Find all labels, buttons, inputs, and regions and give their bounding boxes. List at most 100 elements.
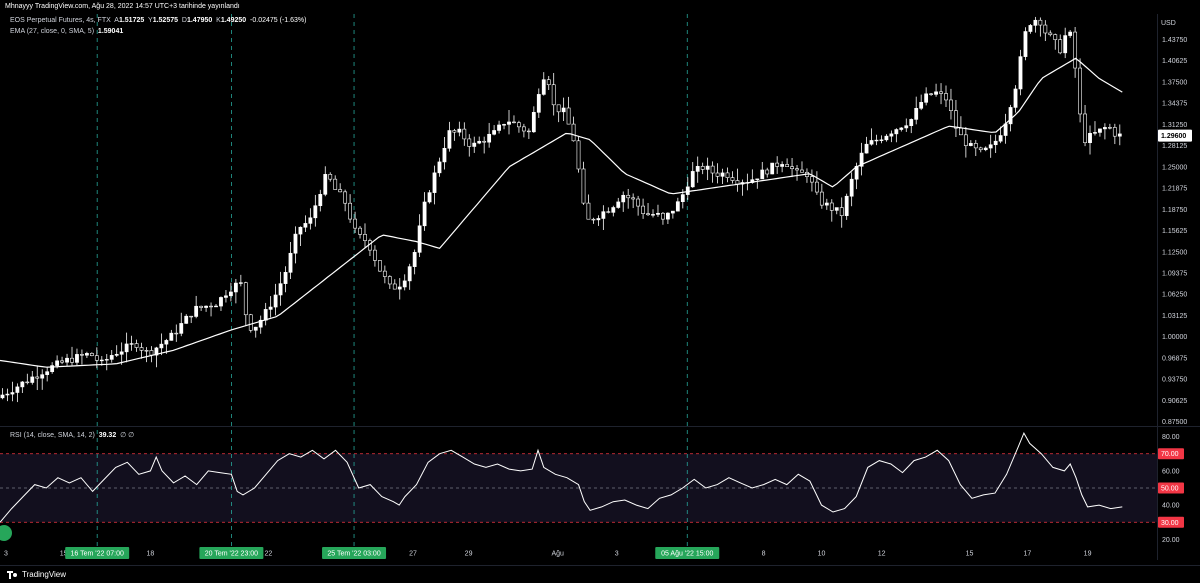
candle-body (949, 99, 953, 111)
candle-body (675, 201, 680, 212)
price-tick-label: 1.31250 (1162, 122, 1187, 129)
open-value: 1.51725 (118, 17, 145, 24)
tradingview-logo-icon[interactable] (7, 570, 18, 579)
candle-body (402, 280, 407, 288)
candle-body (467, 138, 472, 147)
candle-body (273, 294, 278, 308)
candle-body (462, 128, 467, 140)
candle-body (99, 359, 104, 362)
candle-body (293, 233, 298, 254)
price-tick-label: 1.34375 (1162, 101, 1187, 108)
candle-body (631, 197, 636, 200)
candle-body (591, 218, 596, 221)
candle-body (154, 347, 159, 356)
candle-body (1018, 56, 1023, 90)
candle-body (576, 140, 581, 170)
rsi-middle-badge (1158, 482, 1184, 494)
candle-body (606, 211, 611, 213)
candle-body (377, 260, 382, 272)
price-tick-label: 1.28125 (1162, 143, 1187, 150)
high-label: Y (148, 17, 153, 24)
candle-body (422, 201, 427, 227)
candle-body (586, 202, 591, 220)
candle-body (1073, 31, 1078, 69)
candle-body (353, 218, 357, 229)
candle-body (318, 194, 323, 207)
candle-body (988, 144, 993, 149)
candle-body (164, 340, 169, 345)
candle-body (695, 166, 700, 172)
candle-body (233, 282, 238, 293)
candle-body (636, 198, 641, 207)
main-legend: EOS Perpetual Futures, 4s, FTX A1.51725 … (10, 16, 306, 25)
candle-body (338, 189, 343, 193)
candle-body (35, 376, 40, 379)
candle-body (507, 121, 511, 125)
candle-body (1103, 127, 1107, 130)
chart-canvas[interactable]: USD 1.43750 1.40625 1.37500 1.34375 1.31250 1.… (0, 0, 1200, 566)
candle-body (253, 326, 258, 331)
candle-body (184, 315, 189, 324)
candle-body (189, 315, 194, 318)
price-tick-label: 0.90625 (1162, 398, 1187, 405)
candle-body (834, 207, 839, 211)
candle-body (373, 249, 377, 261)
candle-body (387, 276, 392, 285)
ema-line (0, 57, 1123, 368)
candle-body (661, 212, 665, 220)
candle-body (611, 207, 616, 213)
candle-body (904, 125, 909, 129)
candle-body (229, 291, 233, 297)
rsi-level-label: 50.00 (1161, 486, 1179, 493)
footer-brand[interactable]: TradingView (22, 570, 67, 579)
candle-body (179, 323, 184, 334)
candle-body (829, 202, 834, 211)
candle-body (333, 178, 338, 190)
time-tick-label: 27 (409, 551, 417, 558)
candle-body (482, 140, 487, 143)
candle-body (710, 165, 715, 174)
candle-body (551, 84, 556, 106)
candle-body (646, 213, 650, 216)
candle-body (666, 212, 670, 220)
candle-body (303, 223, 308, 228)
price-tick-label: 1.25000 (1162, 164, 1187, 171)
candle-body (298, 226, 303, 235)
price-tick-label: 1.09375 (1162, 270, 1187, 277)
price-tick-label: 1.21875 (1162, 186, 1187, 193)
rsi-tick-label: 40.00 (1162, 503, 1180, 510)
candle-body (899, 127, 904, 130)
candle-body (144, 350, 149, 352)
candle-body (978, 147, 983, 151)
candle-body (263, 309, 268, 321)
candle-body (1008, 107, 1013, 125)
candle-body (526, 130, 531, 133)
candle-body (725, 172, 730, 178)
candle-body (626, 194, 631, 199)
candle-body (45, 371, 50, 375)
candle-body (328, 174, 333, 180)
candle-body (894, 129, 899, 135)
rsi-legend[interactable]: RSI (14, close, SMA, 14, 2) 39.32 ∅ ∅ (10, 431, 134, 440)
candle-body (487, 133, 492, 143)
ema-legend[interactable]: EMA (27, close, 0, SMA, 5) 1.59041 (10, 27, 123, 36)
candle-body (40, 374, 45, 379)
candle-body (243, 282, 248, 316)
rsi-level-label: 70.00 (1161, 451, 1179, 458)
candle-body (934, 91, 938, 95)
candle-body (1078, 67, 1082, 115)
candle-body (397, 286, 402, 290)
candle-body (94, 355, 99, 361)
candle-body (30, 376, 35, 383)
candle-body (839, 207, 844, 216)
candle-body (517, 122, 521, 128)
candle-body (810, 176, 814, 183)
candle-body (939, 91, 943, 94)
rsi-value: 39.32 (98, 432, 117, 439)
candle-body (715, 172, 720, 177)
candle-body (1028, 25, 1033, 32)
candle-body (1003, 123, 1008, 136)
candle-body (1088, 132, 1092, 144)
price-tick-label: 1.40625 (1162, 58, 1187, 65)
symbol-name: EOS Perpetual Futures, 4s, FTX (10, 17, 111, 24)
